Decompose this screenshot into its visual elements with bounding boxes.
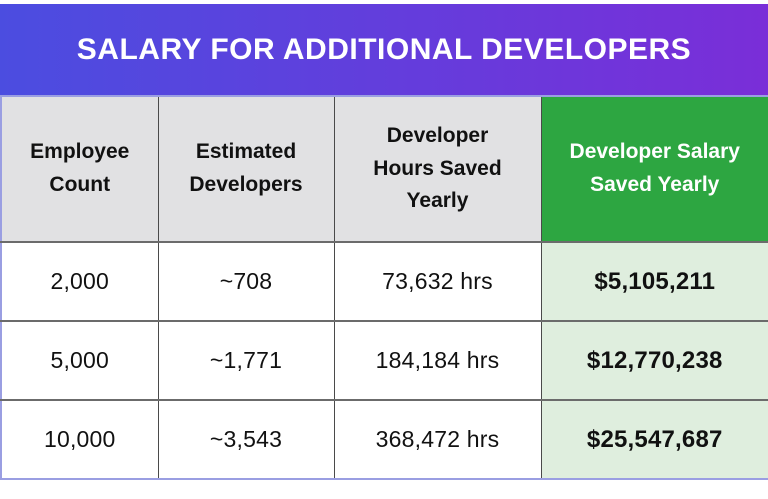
cell-hours-saved: 368,472 hrs	[333, 399, 541, 479]
table-row: 2,000 ~708 73,632 hrs $5,105,211	[1, 241, 768, 321]
cell-estimated-developers: ~1,771	[157, 320, 334, 400]
salary-table: Employee Count Estimated Developers Deve…	[0, 95, 768, 480]
cell-employee-count: 5,000	[1, 320, 158, 400]
cell-hours-saved: 73,632 hrs	[333, 241, 541, 321]
table-row: 10,000 ~3,543 368,472 hrs $25,547,687	[1, 399, 768, 479]
title-banner: SALARY FOR ADDITIONAL DEVELOPERS	[0, 4, 768, 95]
table-header-row: Employee Count Estimated Developers Deve…	[1, 96, 768, 242]
cell-salary-saved: $5,105,211	[540, 241, 768, 321]
table-row: 5,000 ~1,771 184,184 hrs $12,770,238	[1, 320, 768, 400]
header-estimated-developers: Estimated Developers	[157, 96, 334, 242]
cell-employee-count: 2,000	[1, 241, 158, 321]
cell-salary-saved: $25,547,687	[540, 399, 768, 479]
cell-estimated-developers: ~708	[157, 241, 334, 321]
header-employee-count: Employee Count	[1, 96, 158, 242]
cell-salary-saved: $12,770,238	[540, 320, 768, 400]
cell-hours-saved: 184,184 hrs	[333, 320, 541, 400]
page-title: SALARY FOR ADDITIONAL DEVELOPERS	[76, 32, 692, 66]
cell-employee-count: 10,000	[1, 399, 158, 479]
cell-estimated-developers: ~3,543	[157, 399, 334, 479]
header-developer-salary-saved: Developer Salary Saved Yearly	[540, 96, 768, 242]
header-developer-hours-saved: Developer Hours Saved Yearly	[333, 96, 541, 242]
